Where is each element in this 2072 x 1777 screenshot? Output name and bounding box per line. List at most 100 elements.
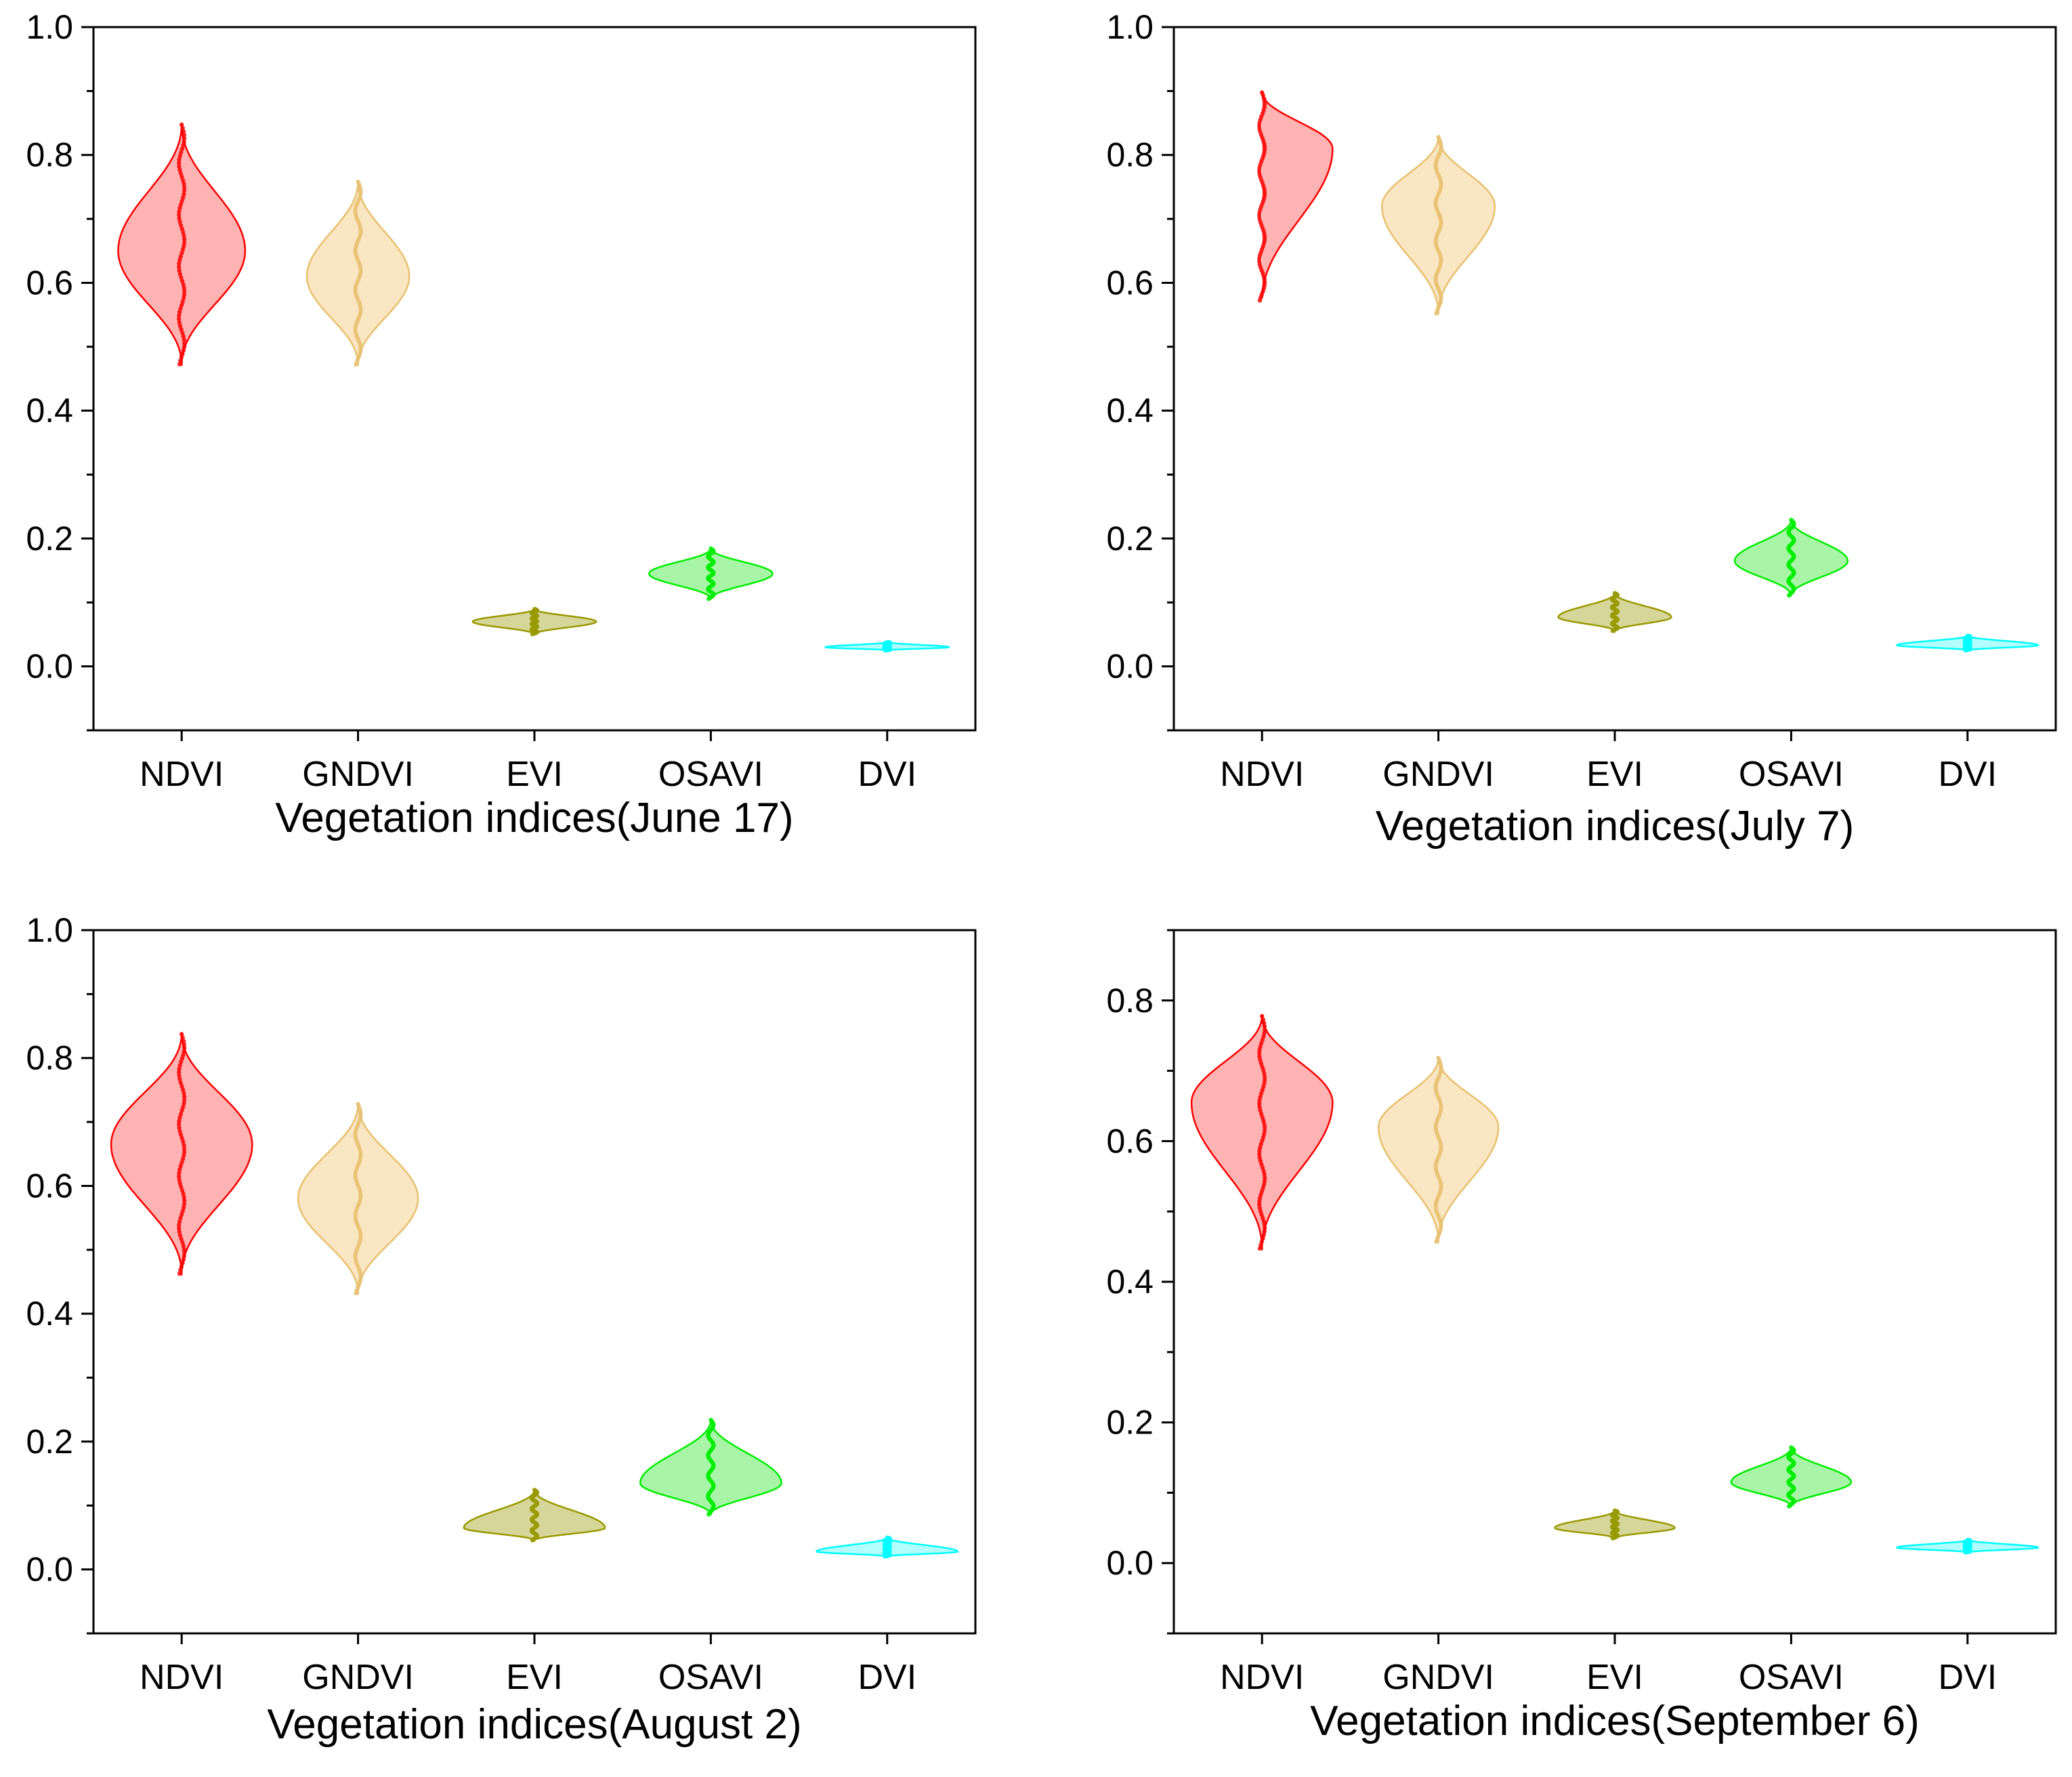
data-point (1260, 1064, 1265, 1069)
data-point (177, 1167, 182, 1172)
data-point (178, 358, 183, 363)
data-point (1258, 1058, 1263, 1062)
data-point (1261, 1236, 1265, 1241)
y-tick-label: 0.0 (1106, 1544, 1154, 1582)
data-point (1258, 1095, 1263, 1100)
data-point (1261, 1085, 1266, 1089)
x-tick-label: OSAVI (1739, 755, 1844, 794)
data-point (179, 122, 184, 127)
data-points-gndvi (353, 180, 363, 367)
data-point (1262, 1078, 1267, 1083)
data-point (182, 140, 186, 144)
chart-panel-4: 0.0 0.2 0.4 0.6 0.8 NDVI GNDVI EVI OSAVI DVI Veget… (1106, 929, 2057, 1744)
data-point (179, 1184, 184, 1190)
x-tick-label: EVI (506, 755, 563, 794)
violin-ndvi (117, 123, 247, 367)
data-point (178, 1112, 184, 1116)
data-point (1257, 211, 1262, 215)
y-tick-label: 0.4 (26, 392, 73, 430)
data-point (1257, 1047, 1262, 1052)
y-tick-label: 0.6 (1106, 264, 1154, 301)
chart-panel-1: 0.0 0.2 0.4 0.6 0.8 1.0 NDVI GNDVI EVI OSAVI DVI Ve… (26, 8, 977, 841)
data-point (177, 1223, 182, 1228)
data-point (1260, 1114, 1265, 1120)
data-point (530, 1538, 534, 1543)
data-point (177, 1233, 183, 1238)
data-point (179, 278, 185, 283)
data-point (182, 344, 187, 350)
data-point (177, 1171, 182, 1175)
data-point (177, 205, 182, 211)
data-point (177, 1076, 182, 1082)
data-point (1263, 234, 1267, 240)
x-tick-label: GNDVI (1382, 1658, 1494, 1697)
x-tick-label: DVI (1938, 1658, 1997, 1697)
data-point (182, 1195, 186, 1200)
data-point (182, 192, 186, 196)
data-point (177, 1129, 182, 1134)
data-points-osavi (706, 1417, 716, 1517)
data-points-osavi (706, 546, 716, 602)
data-point (182, 129, 186, 134)
violin-osavi (639, 1419, 782, 1515)
x-axis-title: Vegetation indices(August 2) (267, 1701, 801, 1748)
data-point (181, 1140, 186, 1144)
data-point (1963, 648, 1968, 653)
data-point (1258, 1145, 1263, 1150)
x-tick-label: GNDVI (1382, 755, 1494, 794)
data-point (177, 1230, 182, 1234)
x-tick-label: DVI (858, 755, 916, 794)
data-point (177, 320, 182, 325)
data-point (1261, 1232, 1267, 1238)
data-point (1259, 1189, 1265, 1194)
data-point (1257, 1196, 1263, 1200)
data-point (1258, 1209, 1263, 1214)
data-point (1262, 1229, 1267, 1234)
data-point (1787, 593, 1792, 598)
data-point (180, 1240, 185, 1245)
data-point (179, 1060, 184, 1064)
data-point (181, 296, 186, 301)
data-point (179, 303, 184, 308)
data-point (179, 1032, 184, 1037)
data-point (1258, 1044, 1263, 1049)
data-point (181, 1205, 186, 1210)
y-tick-label: 0.8 (26, 1039, 73, 1077)
data-point (177, 157, 182, 162)
data-point (1262, 1121, 1267, 1127)
y-tick-label: 0.2 (1106, 1404, 1154, 1442)
data-point (182, 337, 186, 342)
data-point (1261, 1135, 1266, 1140)
data-point (177, 1219, 182, 1224)
violin-gndvi (297, 1102, 419, 1295)
data-point (182, 292, 187, 297)
data-point (182, 136, 187, 141)
violin-gndvi (305, 180, 410, 367)
x-tick-label: OSAVI (658, 1658, 763, 1697)
data-point (1259, 1212, 1264, 1217)
data-point (182, 285, 186, 291)
data-point (179, 1108, 184, 1113)
y-tick-label: 0.6 (1106, 1122, 1154, 1160)
data-point (1259, 1091, 1264, 1096)
data-point (1261, 1017, 1266, 1022)
data-point (178, 202, 184, 207)
data-point (181, 143, 186, 148)
data-point (182, 341, 187, 346)
data-point (354, 362, 358, 367)
data-point (1262, 1172, 1267, 1177)
data-point (1262, 1020, 1267, 1026)
data-point (1262, 1179, 1267, 1184)
x-tick-label: NDVI (140, 1658, 224, 1697)
data-point (177, 1073, 182, 1079)
data-point (177, 316, 182, 322)
data-point (1262, 1030, 1267, 1036)
data-point (182, 241, 187, 245)
x-tick-label: NDVI (1220, 1658, 1304, 1697)
x-axis-title: Vegetation indices(July 7) (1376, 803, 1855, 850)
data-point (181, 1257, 186, 1262)
y-tick-label: 0.6 (26, 264, 73, 301)
data-point (177, 257, 182, 263)
data-point (1257, 1155, 1262, 1160)
data-point (182, 1042, 187, 1047)
